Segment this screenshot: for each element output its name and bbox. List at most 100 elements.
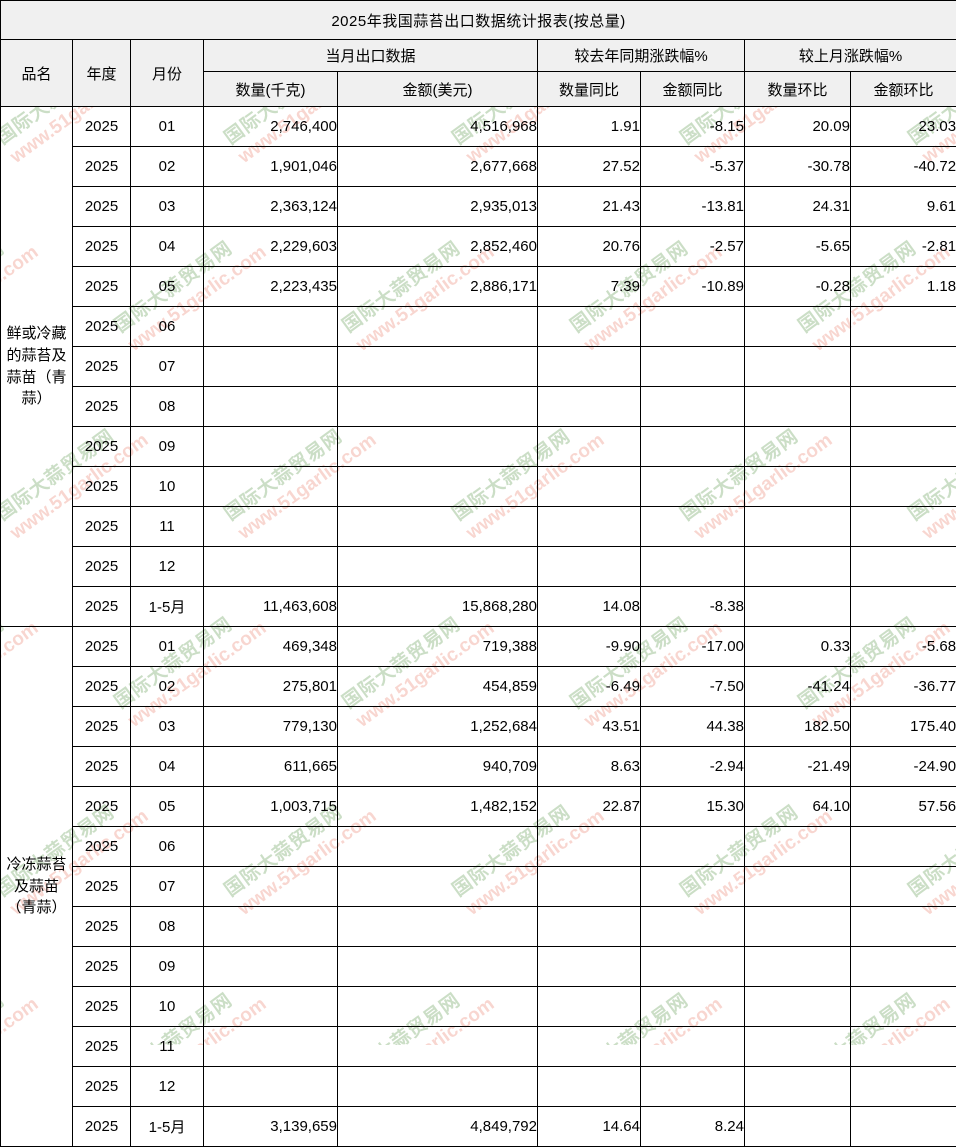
cell-quantity-mom xyxy=(745,907,851,947)
cell-quantity-yoy: 8.63 xyxy=(538,747,641,787)
cell-year: 2025 xyxy=(73,347,131,387)
cell-quantity: 2,229,603 xyxy=(204,227,338,267)
cell-quantity-yoy xyxy=(538,387,641,427)
cell-month: 12 xyxy=(131,1067,204,1107)
column-header-quantity-yoy: 数量同比 xyxy=(538,72,641,107)
cell-amount-yoy xyxy=(641,507,745,547)
cell-quantity-mom: -5.65 xyxy=(745,227,851,267)
cell-quantity-mom xyxy=(745,947,851,987)
cell-amount-yoy xyxy=(641,987,745,1027)
cell-quantity: 1,003,715 xyxy=(204,787,338,827)
cell-amount-yoy: -2.94 xyxy=(641,747,745,787)
cell-amount xyxy=(338,1027,538,1067)
cell-year: 2025 xyxy=(73,307,131,347)
cell-amount-mom xyxy=(851,347,956,387)
cell-quantity-yoy xyxy=(538,1067,641,1107)
cell-amount: 2,852,460 xyxy=(338,227,538,267)
cell-month: 09 xyxy=(131,427,204,467)
column-header-month: 月份 xyxy=(131,40,204,107)
cell-month: 03 xyxy=(131,707,204,747)
cell-quantity-yoy: 22.87 xyxy=(538,787,641,827)
cell-quantity-mom xyxy=(745,547,851,587)
cell-amount xyxy=(338,347,538,387)
cell-month: 03 xyxy=(131,187,204,227)
cell-amount-yoy xyxy=(641,307,745,347)
cell-quantity-mom xyxy=(745,507,851,547)
cell-quantity: 275,801 xyxy=(204,667,338,707)
cell-amount xyxy=(338,867,538,907)
cell-amount-yoy: -10.89 xyxy=(641,267,745,307)
cell-amount: 15,868,280 xyxy=(338,587,538,627)
cell-month: 11 xyxy=(131,507,204,547)
cell-quantity-yoy xyxy=(538,947,641,987)
cell-quantity-yoy xyxy=(538,1027,641,1067)
cell-amount xyxy=(338,467,538,507)
cell-amount-yoy xyxy=(641,907,745,947)
cell-amount-mom xyxy=(851,827,956,867)
cell-quantity-yoy: -9.90 xyxy=(538,627,641,667)
cell-month: 07 xyxy=(131,347,204,387)
cell-amount-mom xyxy=(851,1107,956,1147)
cell-quantity-yoy xyxy=(538,347,641,387)
cell-year: 2025 xyxy=(73,787,131,827)
cell-amount xyxy=(338,907,538,947)
column-group-header-current-month: 当月出口数据 xyxy=(204,40,538,72)
cell-quantity xyxy=(204,867,338,907)
cell-quantity-yoy xyxy=(538,307,641,347)
cell-year: 2025 xyxy=(73,1107,131,1147)
cell-amount-mom xyxy=(851,467,956,507)
cell-quantity-mom xyxy=(745,1027,851,1067)
cell-quantity-mom xyxy=(745,307,851,347)
cell-year: 2025 xyxy=(73,467,131,507)
cell-amount-yoy: 44.38 xyxy=(641,707,745,747)
cell-amount-mom: 23.03 xyxy=(851,107,956,147)
cell-quantity xyxy=(204,987,338,1027)
cell-amount xyxy=(338,1067,538,1107)
cell-year: 2025 xyxy=(73,867,131,907)
cell-year: 2025 xyxy=(73,627,131,667)
cell-amount-yoy: 8.24 xyxy=(641,1107,745,1147)
cell-amount-yoy: -7.50 xyxy=(641,667,745,707)
cell-product-name: 鲜或冷藏的蒜苔及蒜苗（青蒜） xyxy=(1,107,73,627)
cell-month: 08 xyxy=(131,387,204,427)
cell-quantity xyxy=(204,547,338,587)
cell-month: 06 xyxy=(131,827,204,867)
cell-amount-mom: -24.90 xyxy=(851,747,956,787)
cell-product-name: 冷冻蒜苔及蒜苗（青蒜） xyxy=(1,627,73,1147)
cell-amount-yoy: -17.00 xyxy=(641,627,745,667)
cell-amount-mom: -36.77 xyxy=(851,667,956,707)
cell-month: 1-5月 xyxy=(131,587,204,627)
cell-amount-mom: 1.18 xyxy=(851,267,956,307)
cell-amount-mom xyxy=(851,507,956,547)
cell-quantity-yoy xyxy=(538,867,641,907)
cell-quantity: 2,746,400 xyxy=(204,107,338,147)
cell-quantity: 11,463,608 xyxy=(204,587,338,627)
cell-amount: 1,252,684 xyxy=(338,707,538,747)
cell-year: 2025 xyxy=(73,667,131,707)
cell-quantity-mom xyxy=(745,867,851,907)
cell-amount-yoy: -2.57 xyxy=(641,227,745,267)
cell-quantity-mom xyxy=(745,427,851,467)
cell-amount xyxy=(338,307,538,347)
cell-year: 2025 xyxy=(73,507,131,547)
cell-amount: 719,388 xyxy=(338,627,538,667)
cell-quantity-mom: -0.28 xyxy=(745,267,851,307)
column-group-header-yoy: 较去年同期涨跌幅% xyxy=(538,40,745,72)
cell-year: 2025 xyxy=(73,267,131,307)
cell-amount-mom xyxy=(851,427,956,467)
cell-month: 05 xyxy=(131,787,204,827)
cell-amount-mom xyxy=(851,587,956,627)
column-header-amount: 金额(美元) xyxy=(338,72,538,107)
cell-quantity-mom: 20.09 xyxy=(745,107,851,147)
cell-year: 2025 xyxy=(73,547,131,587)
cell-year: 2025 xyxy=(73,147,131,187)
